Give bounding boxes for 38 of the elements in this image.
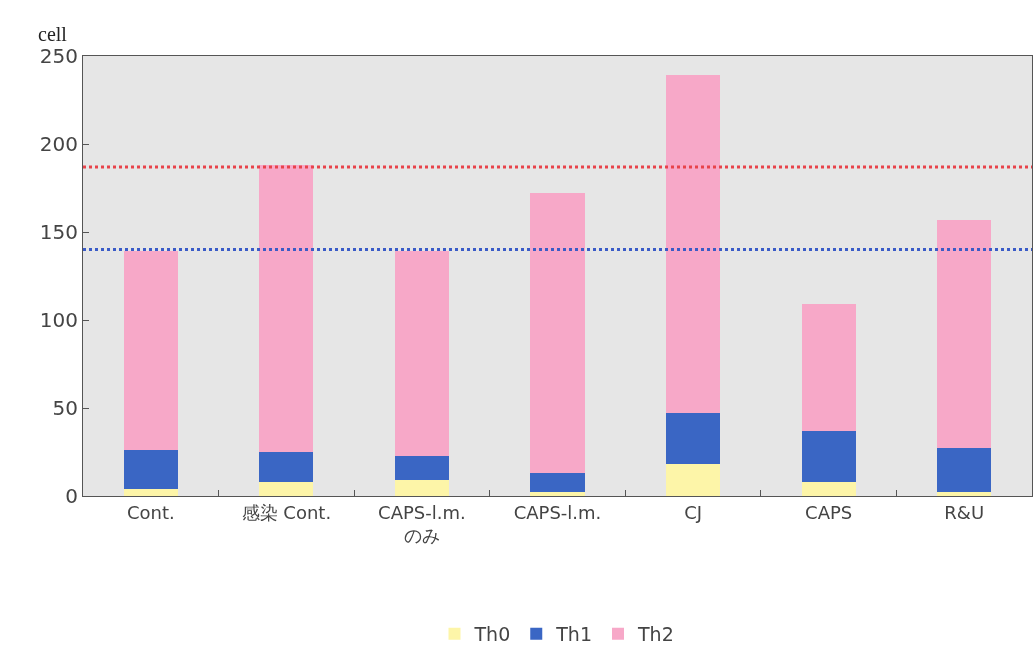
bar	[665, 413, 721, 465]
bar	[801, 304, 856, 431]
legend-label: Th1	[555, 623, 592, 646]
bar	[123, 450, 178, 489]
bar	[937, 219, 992, 449]
x-tick-label: Cont.	[126, 501, 175, 523]
bar	[665, 464, 721, 496]
y-tick-label: 50	[52, 396, 78, 420]
legend-label: Th2	[637, 623, 674, 646]
bar	[259, 165, 314, 452]
y-tick-label: 250	[39, 44, 78, 68]
bar	[394, 455, 450, 481]
x-tick-label: CAPS-l.m.	[513, 501, 602, 523]
y-tick-label: 200	[39, 132, 78, 156]
x-tick-label: CJ	[684, 501, 703, 523]
bar	[801, 430, 856, 482]
bar	[530, 193, 585, 474]
bar	[937, 448, 992, 493]
y-axis-title: cell	[38, 23, 68, 45]
y-tick-label: 150	[39, 220, 78, 244]
y-tick-label: 100	[39, 308, 78, 332]
bar	[394, 480, 450, 496]
bar	[123, 488, 178, 496]
bar	[123, 251, 178, 451]
x-tick-label: CAPS	[805, 501, 853, 523]
legend-label: Th0	[473, 623, 511, 646]
bar	[801, 481, 856, 496]
y-tick-label: 0	[65, 484, 78, 508]
bar	[259, 452, 314, 482]
bar	[530, 473, 585, 493]
x-tick-label: R&U	[944, 501, 985, 523]
bar	[259, 481, 314, 496]
bar	[394, 251, 450, 456]
x-tick-label: CAPS-l.m. のみ	[378, 501, 466, 546]
bar	[530, 492, 585, 496]
bar	[665, 75, 721, 414]
bar	[937, 492, 992, 496]
x-tick-label: 感染 Cont.	[241, 501, 332, 523]
